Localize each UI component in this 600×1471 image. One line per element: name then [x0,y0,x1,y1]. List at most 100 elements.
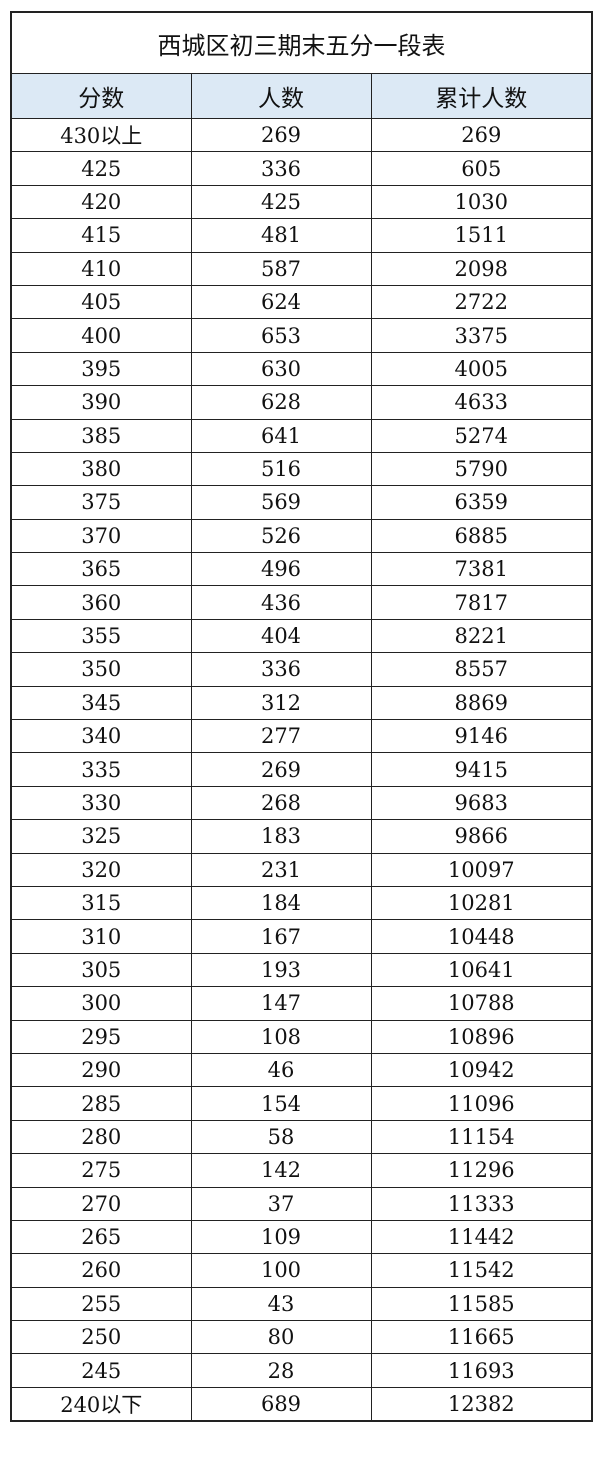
cumulative-cell: 1030 [370,184,593,220]
count-cell: 425 [190,184,372,220]
count-cell: 109 [190,1219,372,1255]
cumulative-cell: 7381 [370,552,593,587]
table-row: 345 312 8869 [10,685,593,721]
score-cell: 330 [10,785,192,821]
score-cell: 430以上 [10,117,192,153]
count-cell: 516 [190,451,372,487]
table-row: 420 425 1030 [10,184,593,220]
table-row: 300 147 10788 [10,986,593,1021]
score-cell: 280 [10,1119,192,1155]
count-cell: 231 [190,852,372,887]
cumulative-cell: 12382 [370,1386,593,1422]
count-cell: 184 [190,885,372,921]
score-cell: 420 [10,184,192,220]
table-row: 265 109 11442 [10,1219,593,1255]
table-row: 355 404 8221 [10,618,593,654]
score-distribution-table: 西城区初三期末五分一段表 分数 人数 累计人数 430以上 269 269 425 33… [10,11,594,1423]
score-cell: 290 [10,1052,192,1088]
cumulative-cell: 4005 [370,351,593,387]
count-cell: 183 [190,819,372,854]
count-cell: 624 [190,284,372,320]
cumulative-cell: 9683 [370,785,593,821]
table-row: 415 481 1511 [10,218,593,253]
score-cell: 370 [10,518,192,554]
count-cell: 154 [190,1086,372,1121]
table-row: 275 142 11296 [10,1153,593,1188]
column-header-count: 人数 [190,73,372,119]
cumulative-cell: 2722 [370,284,593,320]
count-cell: 569 [190,485,372,520]
score-cell: 240以下 [10,1386,192,1422]
cumulative-cell: 8869 [370,685,593,721]
table-row: 310 167 10448 [10,919,593,954]
table-row: 430以上 269 269 [10,117,593,153]
score-cell: 350 [10,652,192,687]
table-row: 285 154 11096 [10,1086,593,1121]
table-row: 320 231 10097 [10,852,593,887]
cumulative-cell: 11665 [370,1320,593,1355]
table-row: 365 496 7381 [10,552,593,587]
table-row: 280 58 11154 [10,1119,593,1155]
table-row: 330 268 9683 [10,785,593,821]
table-row: 335 269 9415 [10,752,593,787]
table-row: 370 526 6885 [10,518,593,554]
count-cell: 108 [190,1019,372,1054]
table-row: 315 184 10281 [10,885,593,921]
score-cell: 310 [10,919,192,954]
count-cell: 312 [190,685,372,721]
count-cell: 46 [190,1052,372,1088]
table-row: 390 628 4633 [10,385,593,420]
cumulative-cell: 10281 [370,885,593,921]
count-cell: 277 [190,719,372,754]
count-cell: 28 [190,1353,372,1388]
table-row: 325 183 9866 [10,819,593,854]
cumulative-cell: 8557 [370,652,593,687]
count-cell: 193 [190,952,372,988]
table-row: 395 630 4005 [10,351,593,387]
cumulative-cell: 9415 [370,752,593,787]
score-cell: 425 [10,151,192,186]
table-row: 400 653 3375 [10,318,593,353]
score-cell: 365 [10,552,192,587]
table-row: 245 28 11693 [10,1353,593,1388]
count-cell: 80 [190,1320,372,1355]
count-cell: 147 [190,986,372,1021]
table-row: 250 80 11665 [10,1320,593,1355]
cumulative-cell: 11333 [370,1186,593,1221]
count-cell: 336 [190,652,372,687]
count-cell: 58 [190,1119,372,1155]
cumulative-cell: 6885 [370,518,593,554]
score-cell: 260 [10,1253,192,1288]
count-cell: 37 [190,1186,372,1221]
score-cell: 270 [10,1186,192,1221]
cumulative-cell: 10641 [370,952,593,988]
count-cell: 142 [190,1153,372,1188]
count-cell: 628 [190,385,372,420]
table-row: 360 436 7817 [10,585,593,620]
score-cell: 360 [10,585,192,620]
table-title: 西城区初三期末五分一段表 [10,11,593,74]
score-cell: 400 [10,318,192,353]
count-cell: 167 [190,919,372,954]
score-cell: 390 [10,385,192,420]
count-cell: 269 [190,117,372,153]
table-row: 410 587 2098 [10,251,593,286]
table-row: 340 277 9146 [10,719,593,754]
count-cell: 587 [190,251,372,286]
cumulative-cell: 11542 [370,1253,593,1288]
count-cell: 268 [190,785,372,821]
score-cell: 355 [10,618,192,654]
score-cell: 305 [10,952,192,988]
table-row: 240以下 689 12382 [10,1386,593,1422]
cumulative-cell: 269 [370,117,593,153]
table-row: 425 336 605 [10,151,593,186]
cumulative-cell: 3375 [370,318,593,353]
count-cell: 630 [190,351,372,387]
table-row: 380 516 5790 [10,451,593,487]
table-row: 385 641 5274 [10,418,593,453]
count-cell: 336 [190,151,372,186]
score-cell: 385 [10,418,192,453]
table-row: 290 46 10942 [10,1052,593,1088]
cumulative-cell: 9146 [370,719,593,754]
count-cell: 481 [190,218,372,253]
